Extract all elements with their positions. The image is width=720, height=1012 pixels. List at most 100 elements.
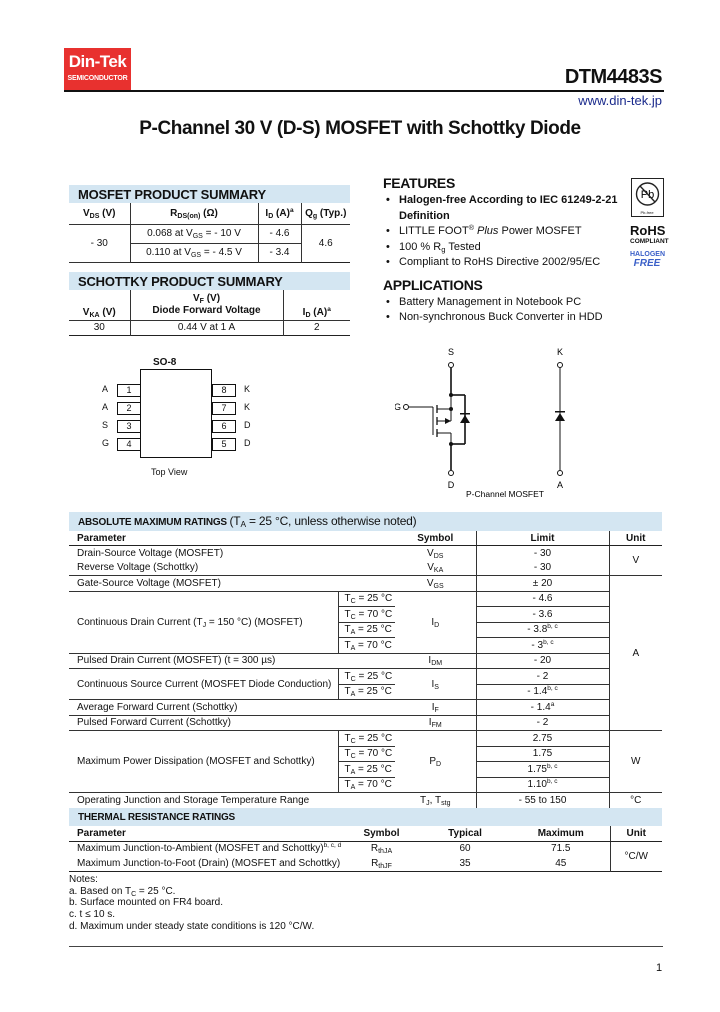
feature-item: 100 % Rg Tested bbox=[386, 240, 628, 256]
notes: Notes: a. Based on TC = 25 °C. b. Surfac… bbox=[69, 874, 314, 933]
table-row: TA = 70 °C - 3b, c bbox=[69, 637, 662, 653]
pin-1: 1 bbox=[117, 384, 141, 397]
section-title: SCHOTTKY PRODUCT SUMMARY bbox=[69, 272, 350, 290]
condition: TA = 25 °C bbox=[337, 684, 395, 700]
symbol: VDS bbox=[427, 547, 444, 560]
symbol: RthJA bbox=[370, 843, 393, 856]
limit: 1.75 bbox=[475, 746, 610, 762]
package-name: SO-8 bbox=[153, 357, 177, 368]
pin-label: G bbox=[102, 438, 110, 448]
parameter: Gate-Source Voltage (MOSFET) bbox=[69, 575, 395, 591]
limit: - 1.4b, c bbox=[475, 684, 610, 700]
limit: - 30 bbox=[475, 560, 610, 576]
limit: - 4.6 bbox=[475, 590, 610, 607]
section-title: ABSOLUTE MAXIMUM RATINGS (TA = 25 °C, un… bbox=[69, 512, 663, 531]
note-item: c. t ≤ 10 s. bbox=[69, 909, 116, 921]
maximum: 45 bbox=[555, 857, 567, 869]
section-subtitle: (TA = 25 °C, unless otherwise noted) bbox=[229, 513, 417, 529]
din-tek-logo: Din-Tek SEMICONDUCTOR bbox=[64, 48, 131, 91]
table-row: Operating Junction and Storage Temperatu… bbox=[69, 792, 662, 808]
header-parameter: Parameter bbox=[69, 531, 395, 546]
symbol: IDM bbox=[395, 652, 476, 669]
symbol: IS bbox=[395, 668, 476, 700]
rds-value: 0.110 at VGS = - 4.5 V bbox=[130, 243, 259, 262]
parameter: Maximum Junction-to-Foot (Drain) (MOSFET… bbox=[77, 857, 341, 869]
limit: 2.75 bbox=[475, 730, 610, 747]
section-title: THERMAL RESISTANCE RATINGS bbox=[69, 808, 663, 826]
features-section: FEATURES Halogen-free According to IEC 6… bbox=[383, 175, 628, 326]
condition: TC = 25 °C bbox=[337, 730, 395, 747]
limit: - 20 bbox=[475, 652, 610, 669]
limit: - 3.6 bbox=[475, 606, 610, 623]
parameter: Maximum Power Dissipation (MOSFET and Sc… bbox=[69, 730, 338, 793]
symbol: VGS bbox=[395, 575, 476, 591]
pin-label: A bbox=[102, 384, 109, 394]
table-row: Maximum Junction-to-Foot (Drain) (MOSFET… bbox=[69, 856, 662, 871]
anode-label: A bbox=[557, 480, 563, 490]
limit: - 2 bbox=[475, 714, 610, 731]
symbol: IF bbox=[395, 699, 476, 715]
symbol: RthJF bbox=[371, 857, 392, 870]
document-title: P-Channel 30 V (D-S) MOSFET with Schottk… bbox=[139, 118, 581, 139]
mosfet-schematic: S G D K A P-Channel MOSFET bbox=[395, 347, 565, 499]
vf-subtitle: Diode Forward Voltage bbox=[152, 304, 261, 316]
features-title: FEATURES bbox=[383, 175, 456, 191]
header-limit: Limit bbox=[475, 531, 610, 546]
unit: °C bbox=[630, 794, 642, 806]
table-row: Gate-Source Voltage (MOSFET) VGS ± 20 A bbox=[69, 575, 663, 731]
top-view-label: Top View bbox=[151, 467, 188, 477]
limit: - 3.8b, c bbox=[475, 622, 610, 638]
condition: TC = 25 °C bbox=[337, 668, 395, 685]
halogen-label: HALOGEN bbox=[630, 251, 665, 258]
parameter: Drain-Source Voltage (MOSFET) bbox=[77, 547, 224, 559]
parameter: Pulsed Drain Current (MOSFET) (t = 300 µ… bbox=[69, 652, 395, 669]
table-row: TA = 25 °C 1.75b, c bbox=[69, 761, 662, 778]
table-row: Continuous Drain Current (TJ = 150 °C) (… bbox=[69, 590, 662, 653]
parameter: Continuous Drain Current (TJ = 150 °C) (… bbox=[69, 590, 338, 653]
applications-list: Battery Management in Notebook PC Non-sy… bbox=[383, 295, 628, 326]
table-row: TA = 70 °C 1.10b, c bbox=[69, 777, 662, 793]
schematic-caption: P-Channel MOSFET bbox=[466, 489, 544, 499]
rohs-label: RoHS bbox=[630, 223, 666, 238]
id-value: - 3.4 bbox=[257, 243, 301, 262]
pin-8: 8 bbox=[212, 384, 236, 397]
table-row: Drain-Source Voltage (MOSFET) VDS - 30 V bbox=[69, 545, 663, 576]
typical: 60 bbox=[459, 843, 471, 855]
limit: ± 20 bbox=[475, 575, 610, 591]
vds-value: - 30 bbox=[69, 224, 131, 263]
table-row: TA = 25 °C - 3.8b, c bbox=[69, 622, 662, 638]
limit: - 1.4a bbox=[475, 699, 610, 715]
free-label: FREE bbox=[633, 258, 661, 269]
header-symbol: Symbol bbox=[345, 826, 418, 842]
logo-text: Din-Tek bbox=[68, 52, 127, 71]
feature-item: Halogen-free According to IEC 61249-2-21… bbox=[386, 193, 628, 224]
header-maximum: Maximum bbox=[512, 826, 610, 842]
applications-title: APPLICATIONS bbox=[383, 276, 483, 293]
header-unit: Unit bbox=[609, 531, 663, 546]
pin-5: 5 bbox=[212, 438, 236, 451]
header-rds: RDS(on) (Ω) bbox=[129, 203, 259, 225]
parameter: Average Forward Current (Schottky) bbox=[69, 699, 395, 715]
note-item: b. Surface mounted on FR4 board. bbox=[69, 897, 223, 909]
header-divider bbox=[64, 90, 664, 92]
limit: - 30 bbox=[475, 545, 610, 561]
website-link[interactable]: www.din-tek.jp bbox=[578, 93, 662, 108]
pin-label: D bbox=[244, 420, 251, 430]
pin-label: D bbox=[244, 438, 251, 448]
table-row: Pulsed Drain Current (MOSFET) (t = 300 µ… bbox=[69, 652, 662, 669]
symbol: IFM bbox=[395, 714, 476, 731]
vf-label: VF (V) bbox=[192, 292, 221, 305]
source-label: S bbox=[448, 347, 454, 357]
compliant-label: COMPLIANT bbox=[630, 238, 669, 245]
table-row: TC = 70 °C - 3.6 bbox=[69, 606, 662, 623]
vka-value: 30 bbox=[69, 320, 131, 335]
pin-3: 3 bbox=[117, 420, 141, 433]
pin-label: A bbox=[102, 402, 109, 412]
limit: 1.10b, c bbox=[475, 777, 610, 793]
header-typical: Typical bbox=[418, 826, 512, 842]
pin-2: 2 bbox=[117, 402, 141, 415]
pin-label: K bbox=[244, 384, 251, 394]
table-row: TA = 25 °C - 1.4b, c bbox=[69, 684, 662, 700]
condition: TC = 70 °C bbox=[337, 606, 395, 623]
